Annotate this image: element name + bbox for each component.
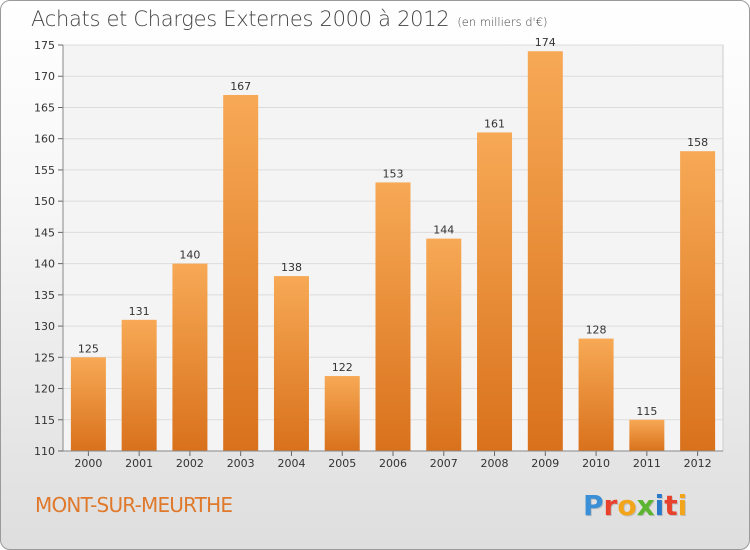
bar	[426, 238, 462, 451]
x-tick-label: 2003	[227, 457, 255, 470]
y-tick-label: 150	[34, 195, 55, 208]
y-tick-label: 165	[34, 101, 55, 114]
logo-letter: x	[636, 489, 655, 522]
y-tick-label: 110	[34, 445, 55, 458]
x-tick-label: 2009	[531, 457, 559, 470]
logo-letter: o	[617, 489, 637, 522]
place-name: MONT-SUR-MEURTHE	[35, 493, 233, 517]
bar	[477, 132, 513, 451]
bar	[324, 376, 360, 451]
bar-value-label: 140	[179, 249, 200, 262]
bar	[578, 338, 614, 451]
chart-unit: (en milliers d'€)	[457, 15, 548, 29]
bar-value-label: 138	[281, 261, 302, 274]
y-tick-label: 145	[34, 226, 55, 239]
chart-title: Achats et Charges Externes 2000 à 2012 (e…	[31, 7, 548, 31]
x-tick-label: 2008	[481, 457, 509, 470]
x-tick-label: 2011	[633, 457, 661, 470]
y-tick-label: 155	[34, 164, 55, 177]
logo-letter: i	[654, 489, 665, 522]
bar-value-label: 144	[433, 224, 454, 237]
x-tick-label: 2006	[379, 457, 407, 470]
bar	[375, 182, 411, 451]
bar	[121, 319, 157, 451]
bar-value-label: 115	[636, 405, 657, 418]
y-axis-ticks: 110 115 120 125 130 135 140 145 150 155 160 165 170 1…	[34, 39, 64, 458]
chart-title-text: Achats et Charges Externes 2000 à 2012	[31, 7, 450, 31]
y-tick-label: 125	[34, 351, 55, 364]
x-tick-label: 2005	[328, 457, 356, 470]
y-tick-label: 115	[34, 414, 55, 427]
bar	[527, 51, 563, 451]
y-tick-label: 130	[34, 320, 55, 333]
y-tick-label: 140	[34, 258, 55, 271]
bar-value-label: 128	[586, 324, 607, 337]
bar	[70, 357, 106, 451]
x-tick-label: 2001	[125, 457, 153, 470]
x-tick-label: 2004	[277, 457, 305, 470]
bar-value-label: 161	[484, 117, 505, 130]
bar	[273, 276, 309, 451]
logo-letter: P	[583, 489, 604, 522]
bar-value-label: 125	[78, 342, 99, 355]
bar-value-label: 174	[535, 36, 556, 49]
bar-value-label: 131	[129, 305, 150, 318]
proxiti-logo: Proxiti	[583, 489, 687, 522]
logo-letter: r	[603, 489, 618, 522]
bar	[223, 94, 259, 451]
x-tick-label: 2002	[176, 457, 204, 470]
bar	[172, 263, 208, 451]
y-tick-label: 175	[34, 39, 55, 52]
bar-chart: 110 115 120 125 130 135 140 145 150 155 160 165 170 1…	[34, 36, 724, 470]
x-tick-label: 2012	[684, 457, 712, 470]
y-tick-label: 170	[34, 70, 55, 83]
x-tick-label: 2010	[582, 457, 610, 470]
bar-value-label: 158	[687, 136, 708, 149]
logo-letter: t	[664, 489, 678, 522]
y-tick-label: 120	[34, 383, 55, 396]
y-tick-label: 160	[34, 133, 55, 146]
x-tick-label: 2007	[430, 457, 458, 470]
y-tick-label: 135	[34, 289, 55, 302]
logo-letter: i	[677, 489, 688, 522]
bar	[680, 151, 716, 451]
bar-value-label: 122	[332, 361, 353, 374]
x-tick-label: 2000	[74, 457, 102, 470]
x-axis-ticks: 2000 2001 2002 2003 2004 2005 2006 2007 2008 2009…	[63, 450, 723, 470]
bars: 125 131 140 167 138 122 153 144 161 174 128 115 158	[70, 36, 716, 451]
bar	[629, 419, 665, 451]
bar-value-label: 153	[383, 167, 404, 180]
bar-value-label: 167	[230, 80, 251, 93]
